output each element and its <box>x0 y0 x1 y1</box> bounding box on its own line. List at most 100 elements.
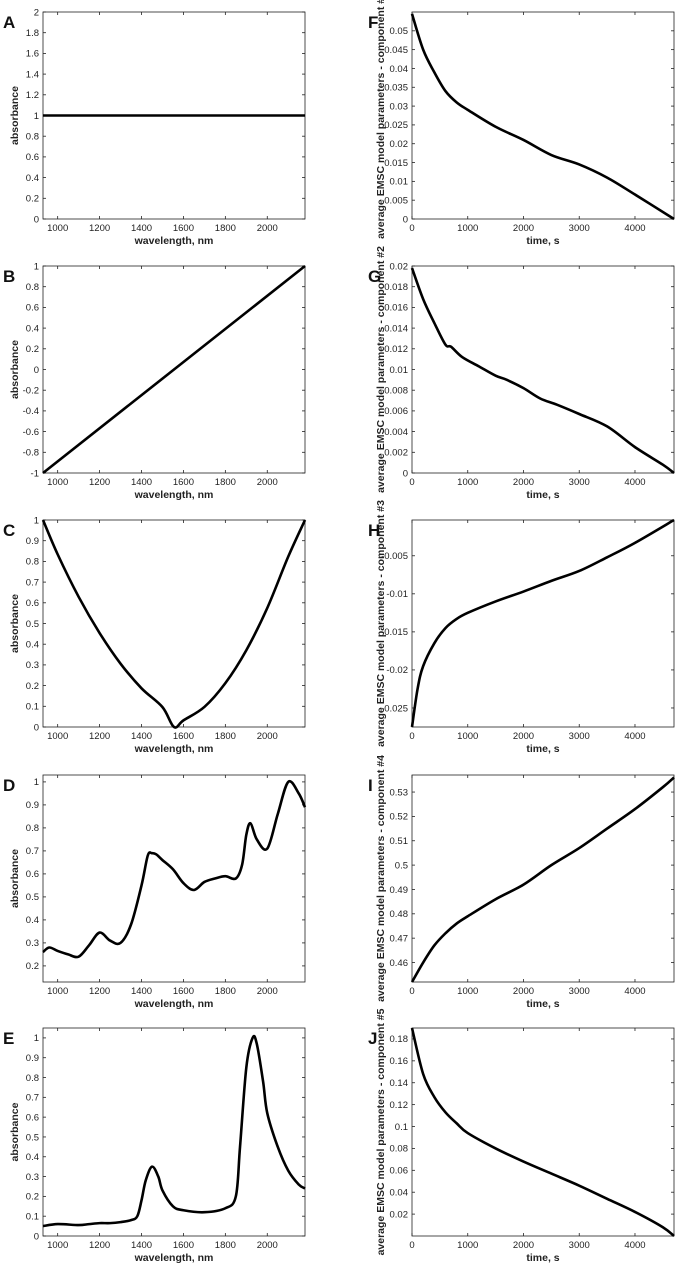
panel-letter-B: B <box>3 267 15 286</box>
y-tick-label-G: 0.012 <box>384 344 408 355</box>
y-tick-label-C: 0.3 <box>26 660 39 671</box>
series-line-D <box>42 779 307 959</box>
series-line-F <box>410 13 675 221</box>
axes-box-G <box>411 265 675 474</box>
axes-box-H <box>411 519 675 728</box>
x-tick-label-C: 1400 <box>131 731 152 742</box>
y-tick-label-D: 0.6 <box>26 869 39 880</box>
x-axis-label-J: time, s <box>526 1252 559 1264</box>
x-axis-label-E: wavelength, nm <box>134 1252 214 1264</box>
panel-letter-F: F <box>368 13 378 32</box>
y-tick-label-E: 0.3 <box>26 1172 39 1183</box>
series-line-B <box>42 264 306 475</box>
y-tick-label-H: -0.005 <box>381 551 408 562</box>
y-tick-label-A: 1.2 <box>26 90 39 101</box>
x-tick-label-C: 1800 <box>215 731 236 742</box>
panel-letter-C: C <box>3 521 15 540</box>
y-tick-label-A: 2 <box>34 7 39 18</box>
x-tick-label-F: 1000 <box>457 223 478 234</box>
x-tick-label-E: 1000 <box>47 1240 68 1251</box>
y-tick-label-D: 0.7 <box>26 846 39 857</box>
x-axis-label-H: time, s <box>526 743 559 755</box>
y-tick-label-A: 0.4 <box>26 173 39 184</box>
y-tick-label-F: 0.05 <box>390 26 409 37</box>
axes-box-F <box>411 11 675 220</box>
y-tick-label-J: 0.12 <box>390 1100 409 1111</box>
y-axis-label-I: average EMSC model parameters - componen… <box>375 755 387 1002</box>
x-tick-label-A: 1000 <box>47 223 68 234</box>
x-tick-label-G: 1000 <box>457 477 478 488</box>
y-tick-label-E: 0.8 <box>26 1073 39 1084</box>
series-line-I <box>410 776 675 983</box>
y-tick-label-E: 0 <box>34 1231 39 1242</box>
y-tick-label-F: 0.01 <box>390 177 409 188</box>
y-tick-label-A: 0.6 <box>26 152 39 163</box>
x-tick-label-C: 1200 <box>89 731 110 742</box>
y-tick-label-G: 0.01 <box>390 365 409 376</box>
y-tick-label-G: 0 <box>403 468 408 479</box>
x-tick-label-E: 2000 <box>257 1240 278 1251</box>
x-tick-label-I: 0 <box>409 986 414 997</box>
y-tick-label-I: 0.47 <box>390 933 409 944</box>
x-tick-label-I: 4000 <box>624 986 645 997</box>
panel-letter-E: E <box>3 1029 14 1048</box>
x-tick-label-A: 2000 <box>257 223 278 234</box>
y-tick-label-F: 0.025 <box>384 120 408 131</box>
y-tick-label-F: 0 <box>403 214 408 225</box>
x-tick-label-C: 1600 <box>173 731 194 742</box>
x-tick-label-F: 2000 <box>513 223 534 234</box>
panel-F: 0 1000 2000 3000 4000 0 0.005 0.01 0.015 0.02 0.02… <box>368 0 675 247</box>
series-line-E <box>42 1034 306 1228</box>
y-tick-label-C: 0.7 <box>26 577 39 588</box>
x-tick-label-F: 0 <box>409 223 414 234</box>
x-axis-label-D: wavelength, nm <box>134 998 214 1010</box>
x-tick-label-E: 1200 <box>89 1240 110 1251</box>
y-tick-label-D: 1 <box>34 777 39 788</box>
panel-H: 0 1000 2000 3000 4000 -0.025 -0.02 -0.015 -0.01 -… <box>368 500 675 755</box>
y-tick-label-H: -0.025 <box>381 703 408 714</box>
x-tick-label-C: 2000 <box>257 731 278 742</box>
y-axis-label-F: average EMSC model parameters - componen… <box>375 0 387 239</box>
y-tick-label-G: 0.004 <box>384 427 408 438</box>
panel-letter-J: J <box>368 1029 377 1048</box>
axes-box-I <box>411 774 675 983</box>
y-axis-label-J: average EMSC model parameters - componen… <box>375 1008 387 1255</box>
y-tick-label-B: 0.4 <box>26 323 39 334</box>
y-tick-label-C: 0.9 <box>26 536 39 547</box>
x-tick-label-G: 4000 <box>624 477 645 488</box>
panel-B: 1000 1200 1400 1600 1800 2000 -1 -0.8 -0.6 -0.4 -0… <box>3 261 306 501</box>
x-tick-label-G: 0 <box>409 477 414 488</box>
y-tick-label-B: 1 <box>34 261 39 272</box>
y-tick-label-G: 0.008 <box>384 386 408 397</box>
y-tick-label-E: 0.1 <box>26 1211 39 1222</box>
x-tick-label-A: 1600 <box>173 223 194 234</box>
series-line-C <box>41 519 307 729</box>
x-tick-label-A: 1400 <box>131 223 152 234</box>
x-tick-label-D: 1800 <box>215 986 236 997</box>
axes-box-J <box>411 1027 675 1237</box>
y-tick-label-J: 0.16 <box>390 1056 409 1067</box>
axes-box-D <box>42 774 306 983</box>
y-tick-label-A: 1.6 <box>26 49 39 60</box>
y-tick-label-B: 0.2 <box>26 344 39 355</box>
x-tick-label-B: 1400 <box>131 477 152 488</box>
y-tick-label-J: 0.14 <box>390 1078 409 1089</box>
x-tick-label-J: 4000 <box>624 1240 645 1251</box>
series-line-J <box>410 1027 675 1238</box>
panel-C: 1000 1200 1400 1600 1800 2000 0 0.1 0.2 0.3 0.4 0.5… <box>3 515 307 755</box>
panel-letter-I: I <box>368 776 373 795</box>
y-tick-label-E: 0.2 <box>26 1192 39 1203</box>
panel-letter-A: A <box>3 13 15 32</box>
y-tick-label-F: 0.005 <box>384 195 408 206</box>
y-tick-label-F: 0.045 <box>384 45 408 56</box>
y-tick-label-H: -0.01 <box>386 589 408 600</box>
x-tick-label-E: 1600 <box>173 1240 194 1251</box>
y-tick-label-I: 0.49 <box>390 885 409 896</box>
x-tick-label-E: 1800 <box>215 1240 236 1251</box>
x-tick-label-J: 2000 <box>513 1240 534 1251</box>
y-tick-label-H: -0.015 <box>381 627 408 638</box>
y-tick-label-J: 0.02 <box>390 1209 409 1220</box>
y-tick-label-I: 0.48 <box>390 909 409 920</box>
y-tick-label-H: -0.02 <box>386 665 408 676</box>
x-axis-label-G: time, s <box>526 489 559 501</box>
